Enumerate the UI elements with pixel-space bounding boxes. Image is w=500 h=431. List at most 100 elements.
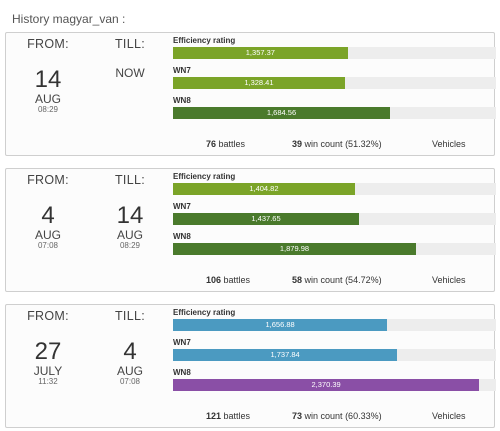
till-label: TILL: xyxy=(115,173,145,187)
from-day: 14 xyxy=(34,66,62,93)
metric-bar: 2,370.39 xyxy=(173,379,480,391)
wins-value: 73 xyxy=(292,411,303,421)
battles-value: 121 xyxy=(206,411,222,421)
metric-bar: 1,404.82 xyxy=(173,183,355,195)
till-month: AUG xyxy=(116,228,143,242)
till-column: TILL: 14 AUG 08:29 xyxy=(90,169,170,250)
from-day: 4 xyxy=(41,202,55,229)
metric-bar: 1,437.65 xyxy=(173,213,360,225)
from-day: 27 xyxy=(34,338,62,365)
wins-suffix: win count xyxy=(302,139,343,149)
win-count: 58 win count (54.72%) xyxy=(292,274,382,286)
till-date: 14 AUG 08:29 xyxy=(90,204,170,250)
vehicles-link[interactable]: Vehicles xyxy=(432,275,466,285)
till-label: TILL: xyxy=(115,37,145,51)
metric-label: WN7 xyxy=(173,66,191,75)
metric-bar: 1,737.84 xyxy=(173,349,398,361)
till-date: 4 AUG 07:08 xyxy=(90,340,170,386)
battles-count: 76 battles xyxy=(206,138,245,150)
history-title: History magyar_van : xyxy=(12,12,126,26)
from-label: FROM: xyxy=(27,37,69,51)
from-column: FROM: 27 JULY 11:32 xyxy=(8,305,88,386)
metric-label: WN8 xyxy=(173,368,191,377)
battles-suffix: battles xyxy=(221,275,251,285)
metric-track: 1,684.56 xyxy=(173,107,496,119)
period-footer: 106 battles 58 win count (54.72%) Vehicl… xyxy=(6,274,494,286)
from-date: 14 AUG 08:29 xyxy=(8,68,88,114)
till-day: 14 xyxy=(116,202,144,229)
metric-bar: 1,328.41 xyxy=(173,77,345,89)
from-label: FROM: xyxy=(27,173,69,187)
metric-track: 1,737.84 xyxy=(173,349,496,361)
metric-track: 1,879.98 xyxy=(173,243,496,255)
from-date: 4 AUG 07:08 xyxy=(8,204,88,250)
till-column: TILL: NOW xyxy=(90,33,170,80)
battles-value: 106 xyxy=(206,275,222,285)
metric-label: Efficiency rating xyxy=(173,36,236,45)
win-percent: (51.32%) xyxy=(345,139,382,149)
battles-count: 121 battles xyxy=(206,410,250,422)
metric-label: WN8 xyxy=(173,96,191,105)
metric-label: WN8 xyxy=(173,232,191,241)
till-time: 07:08 xyxy=(119,377,141,386)
metric-efficiency: Efficiency rating 1,656.88 xyxy=(173,308,496,338)
till-label: TILL: xyxy=(115,309,145,323)
wins-value: 58 xyxy=(292,275,303,285)
period-footer: 76 battles 39 win count (51.32%) Vehicle… xyxy=(6,138,494,150)
metric-wn8: WN8 1,879.98 xyxy=(173,232,496,262)
period-card: FROM: 14 AUG 08:29 TILL: NOW Efficiency … xyxy=(5,32,496,156)
win-percent: (60.33%) xyxy=(345,411,382,421)
wins-suffix: win count xyxy=(302,275,343,285)
metric-track: 1,437.65 xyxy=(173,213,496,225)
metrics: Efficiency rating 1,404.82 WN7 1,437.65 … xyxy=(173,172,496,262)
metrics: Efficiency rating 1,656.88 WN7 1,737.84 … xyxy=(173,308,496,398)
metric-track: 2,370.39 xyxy=(173,379,496,391)
till-month: AUG xyxy=(116,364,143,378)
win-count: 73 win count (60.33%) xyxy=(292,410,382,422)
win-count: 39 win count (51.32%) xyxy=(292,138,382,150)
metric-track: 1,328.41 xyxy=(173,77,496,89)
from-column: FROM: 4 AUG 07:08 xyxy=(8,169,88,250)
metric-track: 1,404.82 xyxy=(173,183,496,195)
from-month: JULY xyxy=(33,364,63,378)
metric-bar: 1,684.56 xyxy=(173,107,391,119)
till-column: TILL: 4 AUG 07:08 xyxy=(90,305,170,386)
from-label: FROM: xyxy=(27,309,69,323)
metric-label: WN7 xyxy=(173,338,191,347)
metric-wn8: WN8 1,684.56 xyxy=(173,96,496,126)
till-time: 08:29 xyxy=(119,241,141,250)
metric-track: 1,357.37 xyxy=(173,47,496,59)
from-month: AUG xyxy=(34,92,61,106)
metrics: Efficiency rating 1,357.37 WN7 1,328.41 … xyxy=(173,36,496,126)
metric-track: 1,656.88 xyxy=(173,319,496,331)
metric-label: Efficiency rating xyxy=(173,308,236,317)
wins-value: 39 xyxy=(292,139,303,149)
metric-bar: 1,357.37 xyxy=(173,47,348,59)
period-footer: 121 battles 73 win count (60.33%) Vehicl… xyxy=(6,410,494,422)
metric-wn8: WN8 2,370.39 xyxy=(173,368,496,398)
till-day: 4 xyxy=(123,338,137,365)
metric-bar: 1,879.98 xyxy=(173,243,416,255)
from-date: 27 JULY 11:32 xyxy=(8,340,88,386)
metric-efficiency: Efficiency rating 1,404.82 xyxy=(173,172,496,202)
battles-suffix: battles xyxy=(221,411,251,421)
vehicles-link[interactable]: Vehicles xyxy=(432,411,466,421)
win-percent: (54.72%) xyxy=(345,275,382,285)
from-time: 11:32 xyxy=(38,377,58,386)
metric-bar: 1,656.88 xyxy=(173,319,388,331)
wins-suffix: win count xyxy=(302,411,343,421)
from-time: 08:29 xyxy=(37,105,59,114)
from-month: AUG xyxy=(34,228,61,242)
period-card: FROM: 4 AUG 07:08 TILL: 14 AUG 08:29 Eff… xyxy=(5,168,496,292)
battles-value: 76 xyxy=(206,139,217,149)
metric-wn7: WN7 1,328.41 xyxy=(173,66,496,96)
till-now: NOW xyxy=(115,66,145,80)
from-time: 07:08 xyxy=(37,241,59,250)
from-column: FROM: 14 AUG 08:29 xyxy=(8,33,88,114)
vehicles-link[interactable]: Vehicles xyxy=(432,139,466,149)
metric-label: Efficiency rating xyxy=(173,172,236,181)
metric-wn7: WN7 1,737.84 xyxy=(173,338,496,368)
metric-label: WN7 xyxy=(173,202,191,211)
battles-suffix: battles xyxy=(216,139,246,149)
period-card: FROM: 27 JULY 11:32 TILL: 4 AUG 07:08 Ef… xyxy=(5,304,496,428)
